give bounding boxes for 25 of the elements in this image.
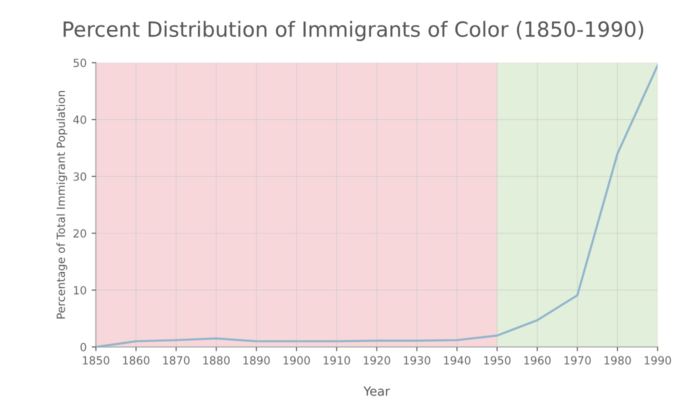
x-tick-label: 1950 xyxy=(484,356,511,365)
x-tick-label: 1930 xyxy=(404,356,430,365)
line-series xyxy=(96,64,658,347)
x-tick-label: 1860 xyxy=(123,356,150,365)
x-tick-label: 1880 xyxy=(203,356,230,365)
x-tick-label: 1850 xyxy=(82,356,110,365)
x-tick-label: 1960 xyxy=(524,356,551,365)
x-tick-label: 1970 xyxy=(564,356,591,365)
x-tick-label: 1870 xyxy=(163,356,190,365)
x-axis-title: Year xyxy=(363,386,390,396)
x-tick-label: 1910 xyxy=(324,356,350,365)
y-tick-label: 30 xyxy=(74,172,86,181)
x-tick-label: 1900 xyxy=(284,356,310,365)
x-tick-label: 1890 xyxy=(243,356,270,365)
y-tick-label: 50 xyxy=(74,58,86,68)
y-axis-title: Percentage of Total Immigrant Population xyxy=(56,91,68,318)
x-tick-label: 1940 xyxy=(444,356,470,365)
y-tick-label: 20 xyxy=(74,229,86,238)
y-tick-label: 10 xyxy=(74,286,86,294)
y-tick-label: 0 xyxy=(80,342,86,352)
x-tick-label: 1920 xyxy=(364,356,390,365)
x-tick-label: 1980 xyxy=(604,356,631,365)
chart-title: Percent Distribution of Immigrants of Color (1850-1990) xyxy=(64,20,644,42)
x-tick-label: 1990 xyxy=(644,356,671,365)
y-tick-label: 40 xyxy=(73,116,86,124)
